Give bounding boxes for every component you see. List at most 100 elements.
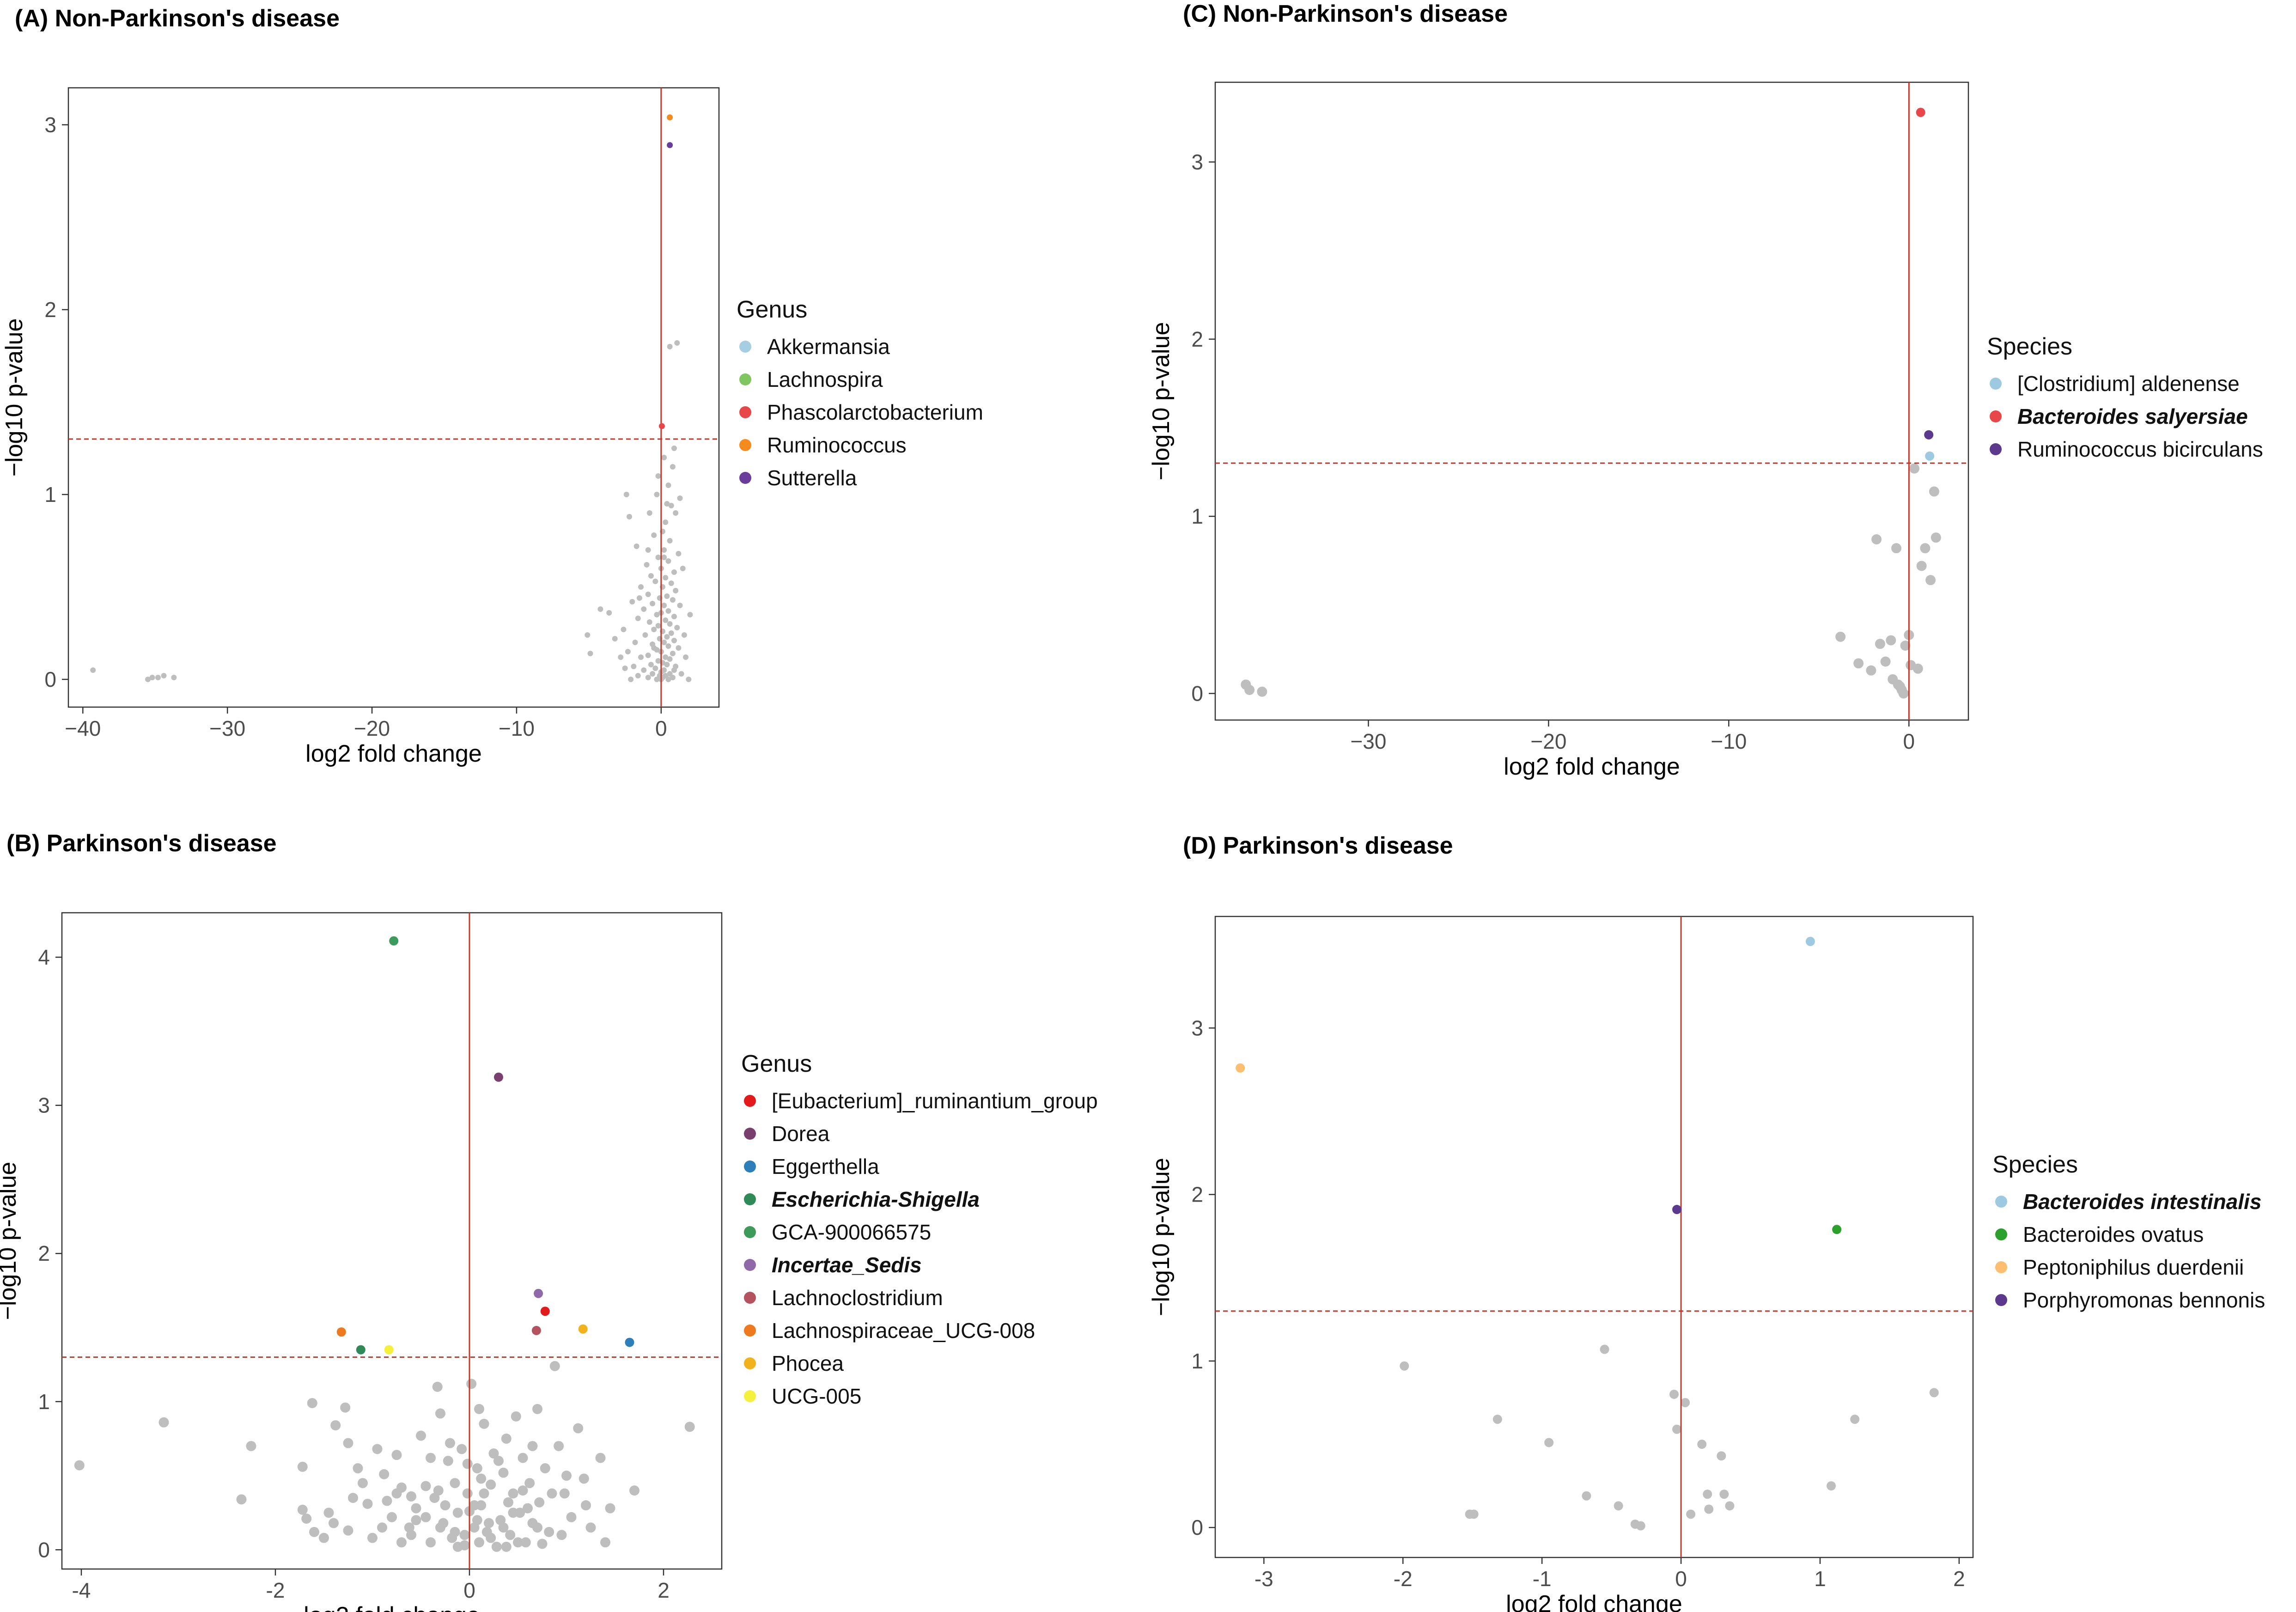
legend-key-dot	[739, 406, 751, 418]
data-point	[605, 1503, 615, 1514]
data-point	[474, 1404, 484, 1414]
data-point	[450, 1478, 460, 1489]
legend-item: Incertae_Sedis	[741, 1248, 1098, 1281]
legend-key-dot	[744, 1258, 756, 1271]
y-tick-label: 0	[44, 667, 56, 691]
data-point	[1925, 575, 1936, 586]
data-point	[1931, 532, 1941, 543]
legend-title: Genus	[741, 1050, 812, 1077]
y-tick-label: 0	[1191, 1515, 1203, 1539]
legend-item: Porphyromonas bennonis	[1992, 1283, 2265, 1316]
y-tick-label: 1	[44, 482, 56, 507]
data-point	[391, 1488, 402, 1499]
data-point	[486, 1533, 496, 1543]
data-point	[297, 1461, 308, 1472]
legend-item: Escherichia-Shigella	[741, 1183, 1098, 1215]
x-tick-label: 0	[1903, 729, 1915, 753]
legend-label: Bacteroides ovatus	[2023, 1222, 2204, 1246]
legend-key-dot	[739, 471, 751, 484]
data-point	[678, 671, 684, 677]
x-tick-label: 0	[1675, 1567, 1687, 1591]
x-tick-label: 0	[463, 1578, 475, 1602]
data-point	[353, 1463, 363, 1474]
data-point	[1875, 639, 1885, 649]
data-point	[661, 603, 667, 608]
data-point	[625, 649, 631, 654]
data-point	[668, 630, 674, 636]
legend-item: Bacteroides salyersiae	[1987, 400, 2263, 433]
data-point	[479, 1418, 489, 1429]
data-point	[671, 614, 677, 619]
data-point	[667, 344, 673, 349]
data-point	[297, 1504, 308, 1515]
data-point	[1893, 679, 1903, 690]
data-point	[161, 673, 167, 678]
data-point	[1672, 1424, 1682, 1434]
data-point	[670, 651, 676, 656]
y-axis-label: −log10 p-value	[0, 1162, 21, 1320]
significant-point	[336, 1327, 346, 1337]
data-point	[641, 667, 647, 673]
data-point	[652, 579, 658, 584]
x-tick-label: 2	[1953, 1567, 1965, 1591]
data-point	[664, 634, 670, 640]
x-axis-label: log2 fold change	[1506, 1591, 1682, 1612]
legend-key-dot	[744, 1390, 756, 1402]
data-point	[432, 1381, 443, 1392]
data-point	[1636, 1521, 1645, 1531]
y-tick-label: 1	[1191, 1349, 1203, 1373]
data-point	[645, 592, 651, 597]
data-point	[566, 1512, 577, 1522]
significant-point	[658, 423, 665, 429]
data-point	[1582, 1491, 1591, 1501]
legend-label: GCA-900066575	[772, 1220, 932, 1244]
panel-c-legend: Species [Clostridium] aldenense Bacteroid…	[1987, 333, 2263, 465]
legend-label: Lachnospira	[767, 367, 883, 391]
data-point	[585, 632, 591, 638]
y-tick-label: 3	[1191, 150, 1203, 174]
legend-key-dot	[744, 1324, 756, 1337]
significant-point	[384, 1345, 394, 1355]
legend-key-dot	[739, 340, 751, 353]
data-point	[655, 623, 661, 629]
data-point	[671, 569, 677, 575]
data-point	[532, 1404, 542, 1414]
legend-item: [Eubacterium]_ruminantium_group	[741, 1084, 1098, 1117]
data-point	[629, 1485, 639, 1496]
data-point	[645, 547, 651, 553]
legend-item: Peptoniphilus duerdenii	[1992, 1251, 2265, 1283]
data-point	[671, 638, 677, 643]
data-point	[501, 1541, 512, 1552]
data-point	[1703, 1490, 1712, 1499]
data-point	[330, 1420, 341, 1431]
data-point	[452, 1508, 463, 1518]
legend-label: Incertae_Sedis	[772, 1252, 922, 1277]
data-point	[1835, 631, 1846, 642]
data-point	[646, 510, 652, 516]
data-point	[379, 1469, 390, 1479]
data-point	[508, 1508, 518, 1518]
significant-point	[1805, 937, 1815, 946]
significant-point	[1236, 1063, 1245, 1073]
x-tick-label: 2	[658, 1578, 670, 1602]
significant-point	[389, 936, 399, 946]
data-point	[362, 1498, 373, 1509]
data-point	[668, 503, 674, 508]
legend-title: Genus	[737, 296, 808, 323]
data-point	[445, 1438, 455, 1448]
legend-key-dot	[744, 1291, 756, 1304]
y-tick-label: 3	[44, 113, 56, 137]
data-point	[680, 566, 686, 571]
data-point	[1686, 1509, 1696, 1519]
significant-point	[534, 1288, 543, 1298]
data-point	[1916, 561, 1927, 571]
data-point	[1866, 665, 1876, 676]
legend-label: Lachnoclostridium	[772, 1285, 943, 1310]
plot-frame	[1214, 81, 1969, 721]
data-point	[671, 446, 677, 451]
legend-key-dot	[744, 1160, 756, 1172]
significant-point	[667, 142, 673, 148]
data-point	[631, 664, 637, 669]
significant-point	[578, 1324, 588, 1334]
legend-label: Porphyromonas bennonis	[2023, 1288, 2266, 1312]
